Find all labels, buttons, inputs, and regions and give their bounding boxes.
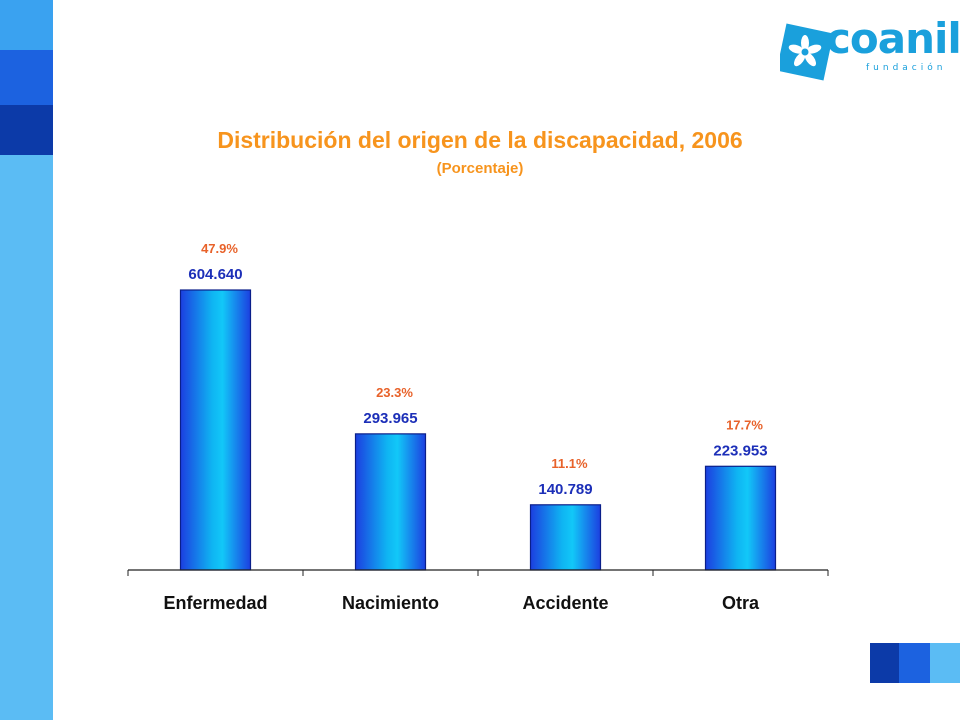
value-label: 293.965 (363, 410, 417, 427)
corner-decorative-block-dark (870, 643, 899, 683)
logo-wordmark: coanil (826, 14, 960, 63)
value-label: 223.953 (713, 442, 767, 459)
corner-decorative-block-light (930, 643, 960, 683)
left-decorative-block-top (0, 0, 53, 50)
chart-subtitle: (Porcentaje) (436, 160, 524, 177)
logo-flower-icon (780, 23, 832, 81)
category-label: Nacimiento (342, 593, 439, 613)
bar-series (179, 289, 777, 571)
bar-enfermedad (179, 289, 252, 571)
percent-label: 11.1% (551, 456, 588, 471)
chart-title: Distribución del origen de la discapacid… (217, 127, 743, 153)
logo-subtitle: fundación (866, 63, 947, 73)
value-label: 604.640 (188, 266, 242, 283)
percent-label: 47.9% (201, 241, 238, 256)
category-label: Otra (722, 593, 760, 613)
bar-labels: 604.640 47.9% Enfermedad 293.965 23.3% Nacimi… (163, 241, 767, 613)
category-label: Accidente (522, 593, 608, 613)
bar-nacimiento (354, 433, 427, 571)
percent-label: 23.3% (376, 385, 413, 400)
category-label: Enfermedad (163, 593, 267, 613)
bar-otra (704, 465, 777, 571)
bar-accidente (529, 504, 602, 571)
corner-decorative-block-mid (899, 643, 930, 683)
x-axis (127, 569, 829, 576)
percent-label: 17.7% (726, 417, 763, 432)
coanil-logo: coanil fundación (780, 16, 960, 81)
left-decorative-block-dark (0, 105, 53, 155)
left-decorative-block-mid (0, 50, 53, 105)
value-label: 140.789 (538, 481, 592, 498)
